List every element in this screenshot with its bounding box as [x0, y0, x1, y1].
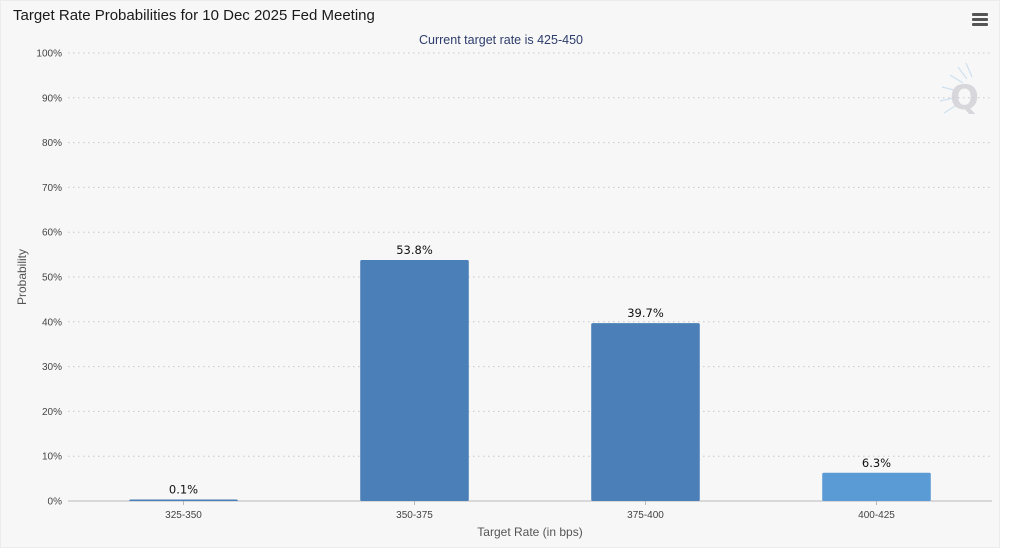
bar	[822, 472, 931, 501]
y-tick-label: 90%	[42, 93, 62, 104]
bar	[360, 259, 469, 501]
x-tick-label: 400-425	[858, 510, 895, 521]
bar	[591, 323, 700, 501]
y-tick-label: 10%	[42, 452, 62, 463]
y-tick-label: 30%	[42, 362, 62, 373]
bar-chart: 0% 10% 20% 30% 40% 50% 60% 70% 80% 90% 100% 0.1% 325…	[36, 49, 992, 521]
y-tick-label: 40%	[42, 317, 62, 328]
y-tick-label: 50%	[42, 273, 62, 284]
x-tick-label: 350-375	[396, 510, 433, 521]
y-tick-label: 70%	[42, 183, 62, 194]
y-tick-label: 20%	[42, 407, 62, 418]
chart-subtitle: Current target rate is 425-450	[419, 33, 583, 47]
bar	[129, 499, 238, 501]
y-tick-label: 100%	[36, 49, 62, 60]
bar-data-label: 6.3%	[862, 456, 891, 470]
y-tick-label: 80%	[42, 138, 62, 149]
bar-data-label: 0.1%	[169, 483, 198, 497]
x-axis-label: Target Rate (in bps)	[477, 525, 583, 539]
x-tick-label: 325-350	[165, 510, 202, 521]
bar-data-label: 39.7%	[627, 306, 664, 320]
y-tick-label: 0%	[48, 497, 63, 508]
chart-title: Target Rate Probabilities for 10 Dec 202…	[13, 7, 375, 24]
bar-data-label: 53.8%	[396, 243, 433, 257]
hamburger-menu-icon[interactable]	[972, 13, 988, 26]
y-tick-label: 60%	[42, 228, 62, 239]
chart-panel: Target Rate Probabilities for 10 Dec 202…	[0, 0, 1000, 548]
x-tick-label: 375-400	[627, 510, 664, 521]
